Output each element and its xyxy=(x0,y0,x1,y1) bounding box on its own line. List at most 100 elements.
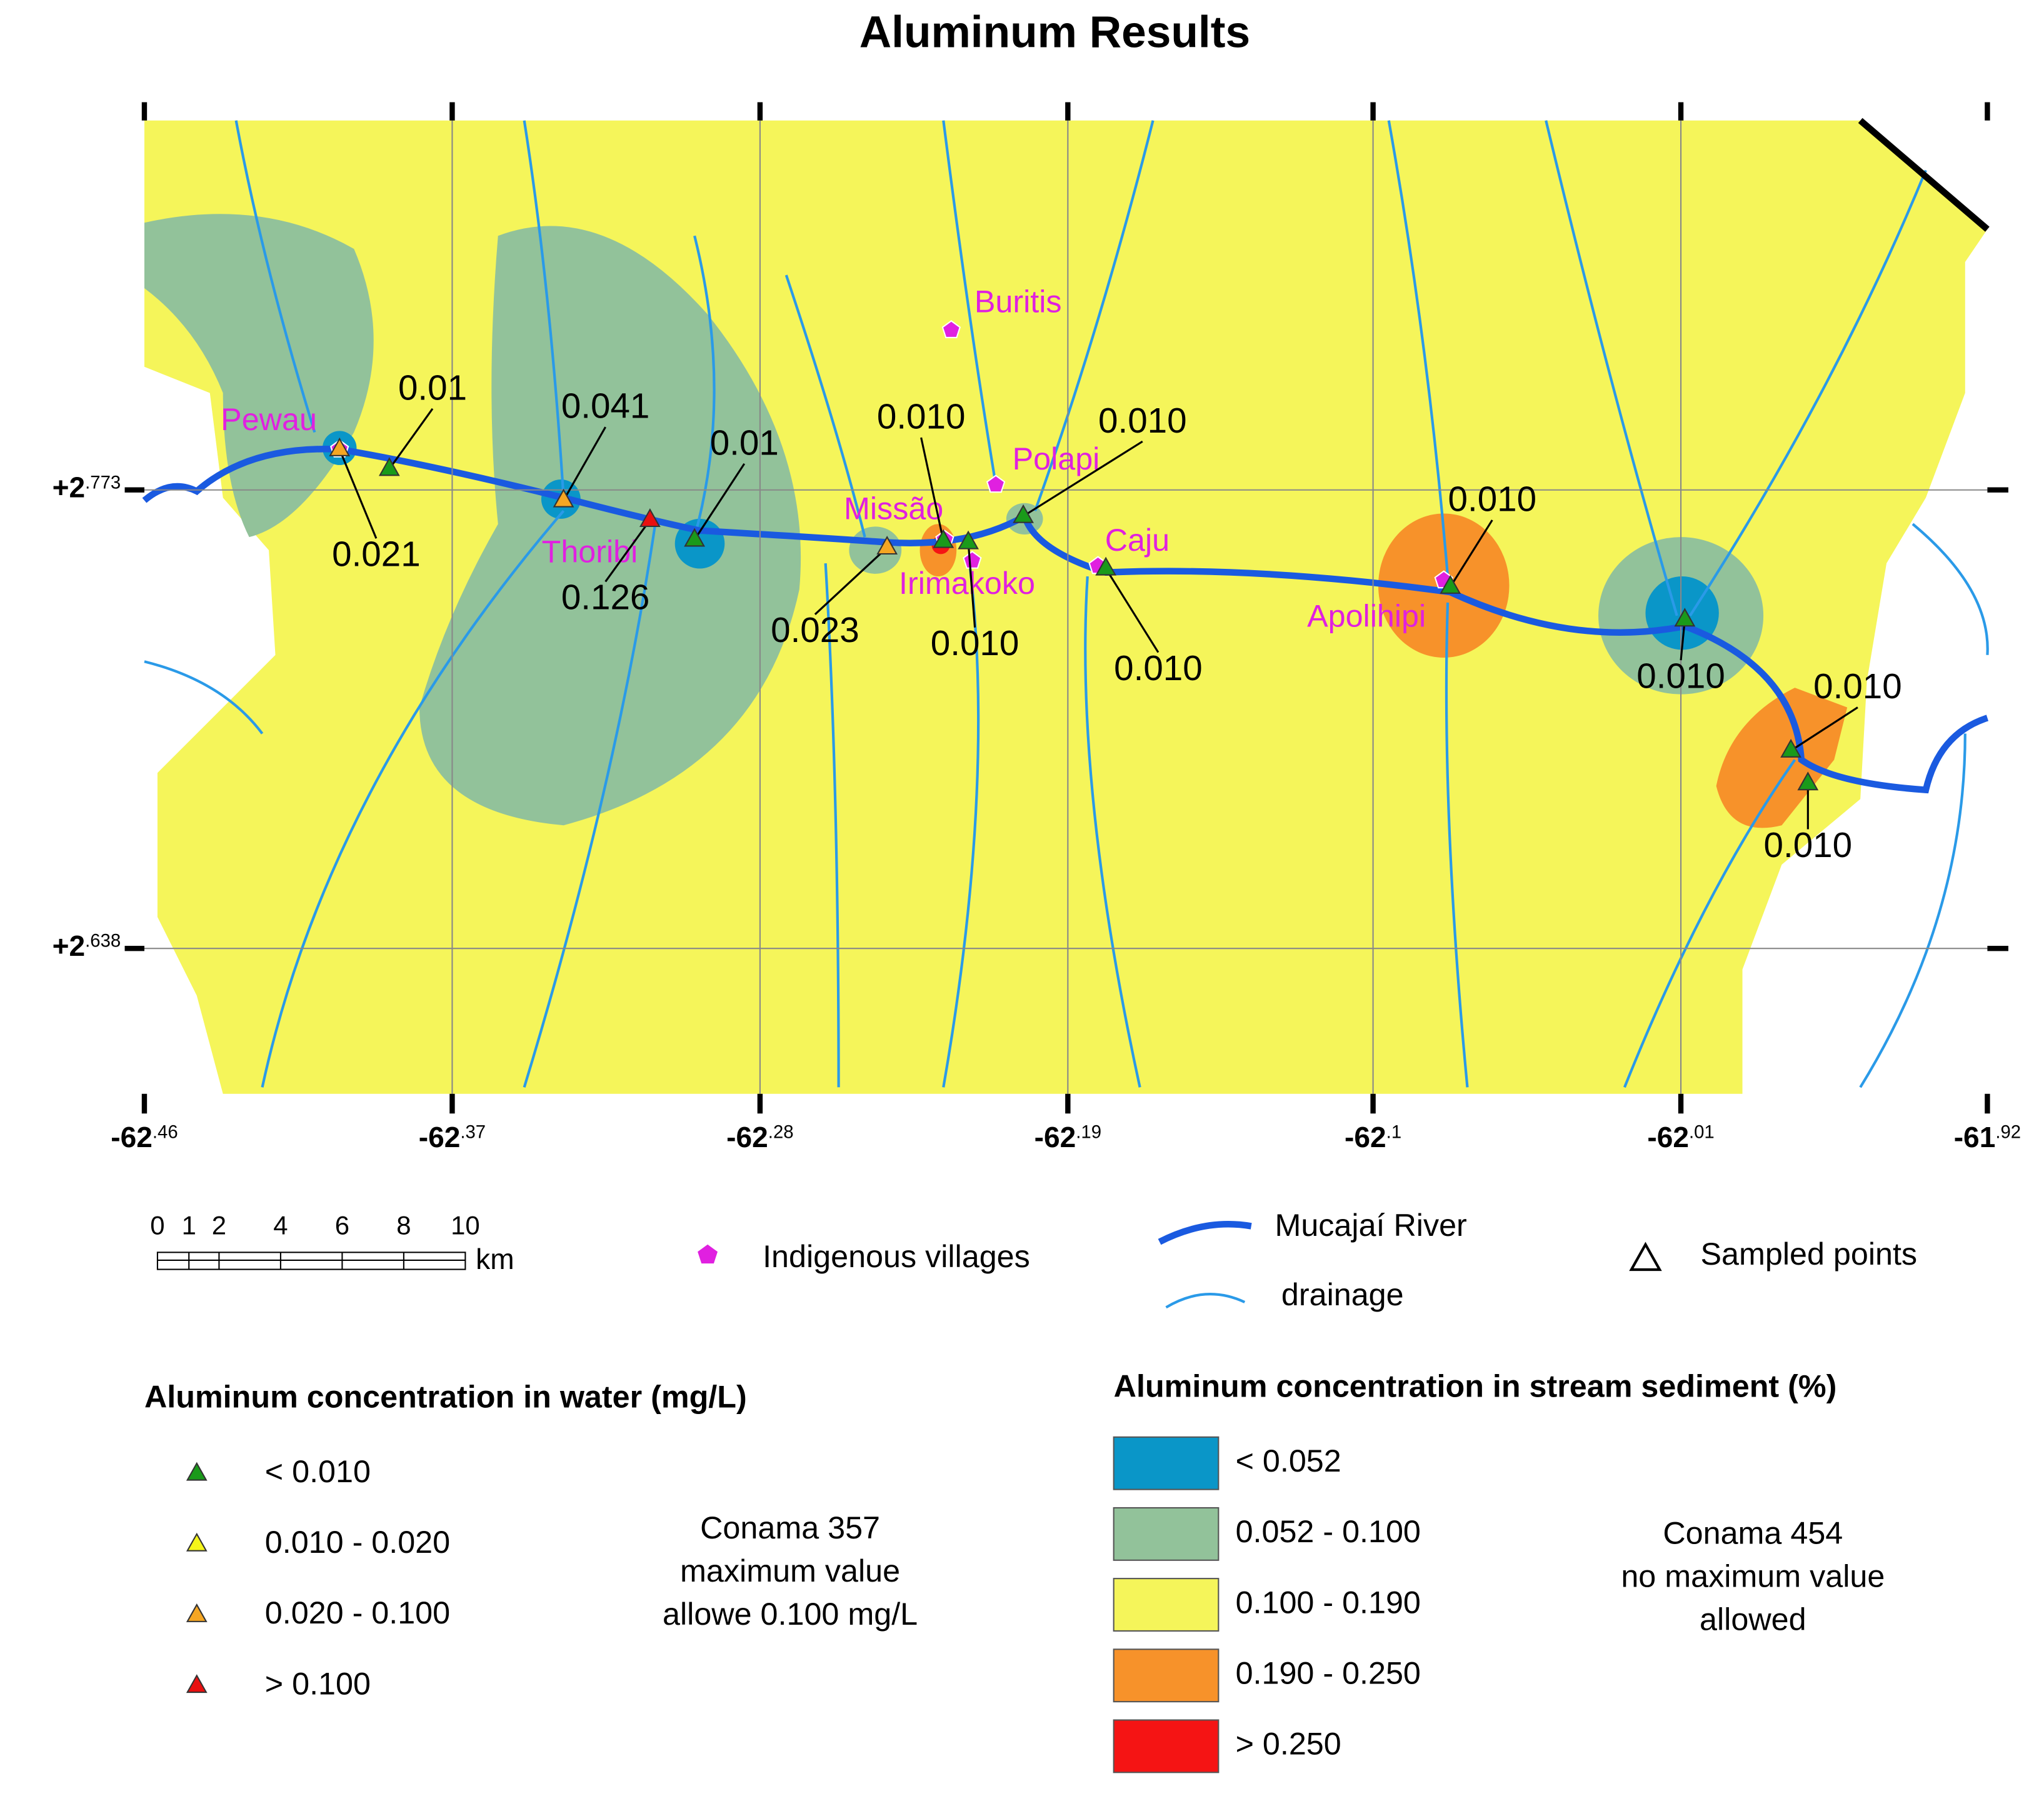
leader-line xyxy=(338,449,378,539)
sample-point xyxy=(1440,574,1461,594)
sample-point xyxy=(639,508,661,528)
sample-label: 0.010 xyxy=(877,397,966,436)
leader-line xyxy=(814,546,888,615)
legend-label: Sampled points xyxy=(1700,1236,1917,1272)
legend-label: > 0.250 xyxy=(1236,1726,1341,1762)
legend-label: 0.010 - 0.020 xyxy=(265,1524,450,1560)
village-label: Caju xyxy=(1105,522,1170,558)
tick-label: -62.46 xyxy=(111,1121,178,1153)
scale-label: 4 xyxy=(273,1211,288,1240)
sample-label: 0.010 xyxy=(1114,648,1203,688)
leader-line xyxy=(604,519,651,583)
sample-point xyxy=(933,529,954,548)
leader-line xyxy=(563,426,606,501)
tick-major: -62 xyxy=(726,1121,768,1153)
sample-point xyxy=(958,530,979,549)
legend-title: Aluminum concentration in stream sedimen… xyxy=(1114,1368,1837,1404)
scale-label: 0 xyxy=(150,1211,164,1240)
tick-label: +2.773 xyxy=(53,471,121,504)
legend-label: Indigenous villages xyxy=(763,1238,1030,1274)
tick-minor: .01 xyxy=(1689,1121,1715,1142)
legend-sampled xyxy=(1629,1242,1662,1272)
sample-point xyxy=(1013,504,1034,523)
drainage xyxy=(144,120,1989,1088)
sample-label: 0.010 xyxy=(1813,666,1902,706)
legend-note: Conama 357 xyxy=(700,1510,880,1545)
legend-label: 0.190 - 0.250 xyxy=(1236,1655,1421,1690)
legend-swatch xyxy=(1113,1436,1220,1490)
legend-label: drainage xyxy=(1281,1277,1404,1312)
sample-label: 0.01 xyxy=(398,368,467,407)
scale-label: 2 xyxy=(212,1211,226,1240)
sediment-orange xyxy=(1716,688,1848,828)
village-label: Apolihipi xyxy=(1307,598,1426,633)
tick-major: +2 xyxy=(53,930,86,962)
sample-label: 0.010 xyxy=(1636,656,1725,695)
legend-note: Conama 454 xyxy=(1663,1515,1843,1550)
sample-point xyxy=(876,536,898,555)
tick-label: +2.638 xyxy=(53,930,121,962)
tick-label: -61.92 xyxy=(1954,1121,2021,1153)
village-label: Thoribi xyxy=(542,534,638,569)
river xyxy=(142,446,1989,794)
leader-line xyxy=(1105,568,1160,653)
sample-point xyxy=(378,457,400,476)
legend-label: < 0.010 xyxy=(265,1453,371,1489)
tick-label: -62.19 xyxy=(1035,1121,1101,1153)
sample-label: 0.010 xyxy=(1764,825,1853,865)
tick-major: -62 xyxy=(419,1121,461,1153)
village-marker xyxy=(941,320,961,338)
leader-line xyxy=(1023,440,1143,517)
sample-label: 0.041 xyxy=(561,386,650,426)
boundary xyxy=(1858,118,1990,232)
legend-swatch xyxy=(1113,1719,1220,1773)
legend-note: allowed xyxy=(1700,1602,1806,1637)
leader-line xyxy=(967,542,976,628)
tick-minor: .638 xyxy=(85,930,121,951)
village-marker xyxy=(963,550,982,569)
leader-line xyxy=(693,463,746,541)
sample-point xyxy=(1095,556,1116,576)
scale-label: 10 xyxy=(451,1211,480,1240)
legend-swatch xyxy=(1113,1648,1220,1703)
tick-minor: .773 xyxy=(85,472,121,493)
sample-point xyxy=(1797,771,1819,791)
leader-line xyxy=(1790,706,1858,752)
legend-swatch xyxy=(1113,1507,1220,1561)
tick-minor: .37 xyxy=(460,1121,486,1142)
tick-minor: .46 xyxy=(153,1121,178,1142)
sediment-green xyxy=(419,226,801,826)
legend-label: 0.052 - 0.100 xyxy=(1236,1513,1421,1549)
legend-village xyxy=(698,1244,718,1264)
sample-label: 0.010 xyxy=(1098,401,1187,440)
sediment-green xyxy=(144,214,374,538)
village-label: Irimakoko xyxy=(899,565,1035,601)
legend-label: < 0.052 xyxy=(1236,1443,1341,1478)
legend-label: 0.100 - 0.190 xyxy=(1236,1584,1421,1620)
scale-unit: km xyxy=(476,1243,514,1275)
tick-major: -62 xyxy=(1647,1121,1689,1153)
tick-major: -61 xyxy=(1954,1121,1996,1153)
leader-line xyxy=(388,408,434,470)
legend-drainage xyxy=(1165,1293,1246,1309)
tick-minor: .19 xyxy=(1076,1121,1101,1142)
sample-point xyxy=(1674,608,1696,627)
leader-line xyxy=(1449,519,1493,588)
sample-label: 0.01 xyxy=(710,423,779,462)
legend-note: allowe 0.100 mg/L xyxy=(663,1596,918,1632)
sample-point xyxy=(684,528,705,547)
sample-point xyxy=(329,437,351,456)
legend-title: Aluminum concentration in water (mg/L) xyxy=(144,1378,747,1414)
tick-minor: .1 xyxy=(1386,1121,1401,1142)
village-label: Polapi xyxy=(1013,441,1100,476)
sample-label: 0.010 xyxy=(1448,479,1537,519)
legend-symbol xyxy=(186,1462,208,1481)
tick-major: -62 xyxy=(111,1121,153,1153)
village-label: Buritis xyxy=(974,283,1062,319)
tick-minor: .92 xyxy=(1995,1121,2021,1142)
tick-label: -62.1 xyxy=(1345,1121,1401,1153)
legend-label: > 0.100 xyxy=(265,1665,371,1701)
tick-label: -62.28 xyxy=(726,1121,793,1153)
